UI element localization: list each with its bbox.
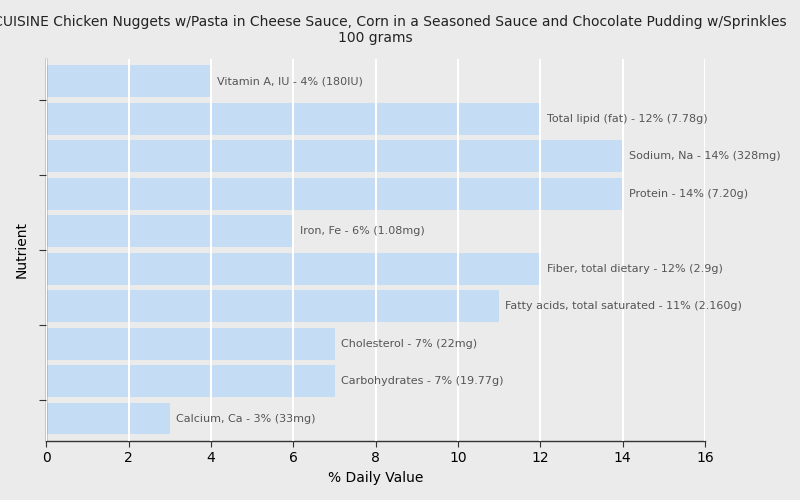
Text: Cholesterol - 7% (22mg): Cholesterol - 7% (22mg) [341,338,477,348]
Bar [46,328,334,360]
Bar [46,103,540,134]
Bar [46,290,499,322]
Text: Vitamin A, IU - 4% (180IU): Vitamin A, IU - 4% (180IU) [218,76,363,86]
Text: Total lipid (fat) - 12% (7.78g): Total lipid (fat) - 12% (7.78g) [546,114,707,124]
Text: Calcium, Ca - 3% (33mg): Calcium, Ca - 3% (33mg) [176,414,315,424]
Bar [46,66,211,98]
Text: Fiber, total dietary - 12% (2.9g): Fiber, total dietary - 12% (2.9g) [546,264,722,274]
Text: Sodium, Na - 14% (328mg): Sodium, Na - 14% (328mg) [629,152,781,162]
Bar [46,253,540,284]
Title: KID CUISINE Chicken Nuggets w/Pasta in Cheese Sauce, Corn in a Seasoned Sauce an: KID CUISINE Chicken Nuggets w/Pasta in C… [0,15,786,45]
Y-axis label: Nutrient: Nutrient [15,222,29,278]
Bar [46,402,170,434]
Text: Carbohydrates - 7% (19.77g): Carbohydrates - 7% (19.77g) [341,376,503,386]
Text: Fatty acids, total saturated - 11% (2.160g): Fatty acids, total saturated - 11% (2.16… [506,301,742,311]
Text: Protein - 14% (7.20g): Protein - 14% (7.20g) [629,188,748,198]
Bar [46,216,294,247]
Text: Iron, Fe - 6% (1.08mg): Iron, Fe - 6% (1.08mg) [299,226,424,236]
Bar [46,178,622,210]
X-axis label: % Daily Value: % Daily Value [328,471,423,485]
Bar [46,140,622,172]
Bar [46,365,334,397]
